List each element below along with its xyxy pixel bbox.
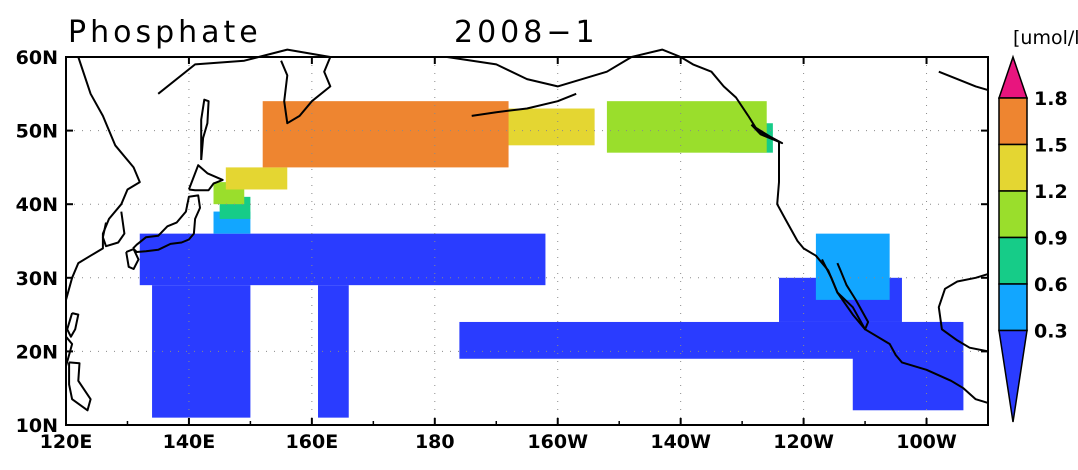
colorbar-box (998, 143, 1028, 192)
y-tick-label: 60N (16, 47, 58, 69)
phosphate-data-layer (139, 101, 964, 418)
colorbar-bottom-arrow (998, 329, 1028, 423)
data-region-4 (852, 321, 964, 411)
coast-asia (65, 56, 141, 425)
y-axis: 10N 20N 30N 40N 50N 60N (16, 47, 988, 437)
coast-gulf-of-mexico (937, 273, 989, 353)
data-region-13 (225, 167, 288, 190)
coast-vancouver-island (750, 123, 784, 145)
map-frame (65, 56, 989, 426)
coast-hudson (938, 70, 989, 92)
colorbar-top-arrow (997, 54, 1029, 99)
colorbar-tick-label: 1.8 (1034, 88, 1068, 110)
y-tick-label: 20N (16, 341, 58, 363)
y-tick-label: 40N (16, 194, 58, 216)
data-region-14 (262, 101, 509, 168)
x-axis: 120E 140E 160E 180 160W 140W 120W 100W (40, 57, 957, 453)
y-tick-label: 10N (16, 415, 58, 437)
data-region-6 (815, 233, 890, 300)
colorbar-box (998, 283, 1028, 332)
coast-korea (101, 211, 126, 248)
map-panel (65, 48, 989, 426)
coast-philippines (68, 361, 92, 412)
coast-alaska (446, 48, 750, 117)
grid-lines (66, 57, 988, 425)
coastlines (65, 48, 989, 425)
y-tick-label: 30N (16, 268, 58, 290)
coast-kamchatka (157, 48, 332, 125)
colorbar-box (998, 236, 1028, 285)
colorbar-tick-label: 0.3 (1034, 321, 1068, 343)
x-tick-label: 140E (163, 431, 216, 453)
data-region-1 (152, 285, 251, 418)
coast-baja (821, 258, 870, 331)
x-tick-label: 140W (650, 431, 711, 453)
coast-taiwan (66, 312, 80, 338)
x-tick-label: 180 (415, 431, 455, 453)
data-region-2 (318, 285, 349, 418)
data-region-11 (606, 101, 767, 153)
coast-kyushu (125, 248, 140, 270)
colorbar-tick-label: 0.6 (1034, 274, 1068, 296)
coast-honshu (132, 194, 201, 253)
coast-sakhalin (200, 98, 210, 161)
colorbar-box (998, 190, 1028, 239)
x-tick-label: 100W (896, 431, 957, 453)
x-tick-label: 120W (773, 431, 834, 453)
colorbar-tick-label: 1.5 (1034, 135, 1068, 157)
data-region-0 (139, 233, 546, 286)
colorbar-unit: [umol/l] (1013, 27, 1078, 49)
colorbar: 0.3 0.6 0.9 1.2 1.5 1.8 (997, 54, 1068, 423)
y-tick-label: 50N (16, 121, 58, 143)
coast-hokkaido (187, 164, 224, 192)
coast-aleutians (471, 92, 577, 117)
map-title: Phosphate (68, 15, 262, 50)
colorbar-tick-label: 0.9 (1034, 228, 1068, 250)
x-tick-label: 120E (40, 431, 93, 453)
map-date: 2008−1 (454, 15, 599, 50)
colorbar-tick-label: 1.2 (1034, 181, 1068, 203)
x-tick-label: 160E (286, 431, 339, 453)
colorbar-box (998, 97, 1028, 146)
x-tick-label: 160W (527, 431, 588, 453)
